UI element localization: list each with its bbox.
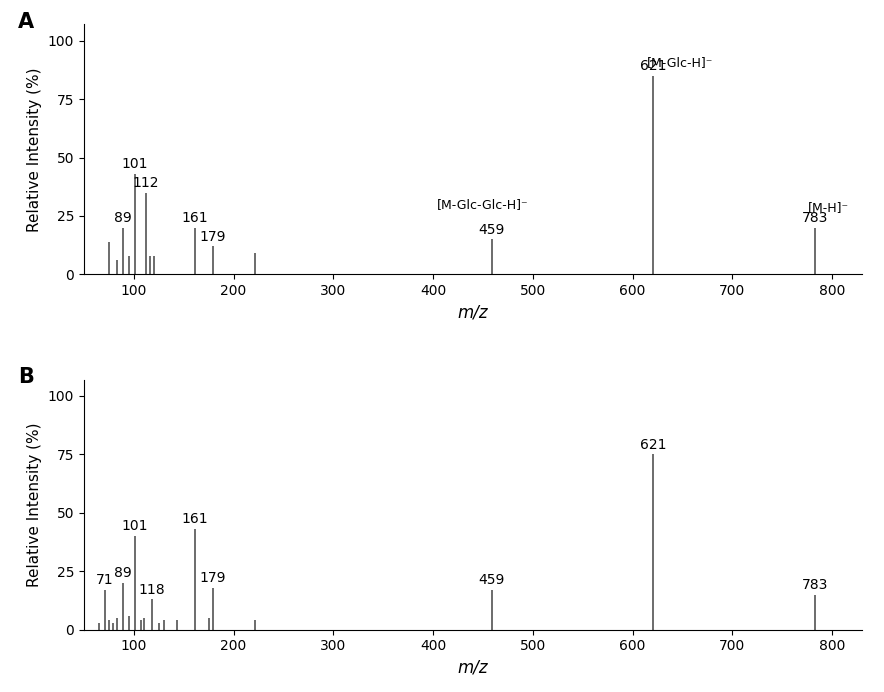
Text: 161: 161: [181, 211, 208, 225]
Text: [M-Glc-Glc-H]⁻: [M-Glc-Glc-H]⁻: [437, 199, 529, 211]
Text: 101: 101: [122, 520, 149, 534]
Text: 621: 621: [640, 437, 667, 452]
Text: 89: 89: [114, 211, 132, 225]
X-axis label: m/z: m/z: [458, 659, 488, 677]
Y-axis label: Relative Intensity (%): Relative Intensity (%): [27, 67, 42, 232]
Text: 621: 621: [640, 59, 667, 73]
Text: [M-H]⁻: [M-H]⁻: [807, 201, 849, 214]
Text: 459: 459: [479, 573, 505, 587]
Text: 179: 179: [200, 230, 226, 244]
X-axis label: m/z: m/z: [458, 304, 488, 322]
Text: 459: 459: [479, 223, 505, 237]
Text: 101: 101: [122, 157, 149, 171]
Text: 783: 783: [802, 578, 828, 592]
Text: 89: 89: [114, 566, 132, 580]
Text: 179: 179: [200, 571, 226, 585]
Text: A: A: [18, 12, 34, 32]
Text: [M-Glc-H]⁻: [M-Glc-H]⁻: [647, 55, 713, 69]
Text: 112: 112: [133, 176, 159, 190]
Text: 161: 161: [181, 512, 208, 527]
Text: 118: 118: [139, 583, 165, 597]
Text: 783: 783: [802, 211, 828, 225]
Text: B: B: [18, 367, 34, 387]
Text: 71: 71: [96, 573, 114, 587]
Y-axis label: Relative Intensity (%): Relative Intensity (%): [27, 422, 42, 587]
